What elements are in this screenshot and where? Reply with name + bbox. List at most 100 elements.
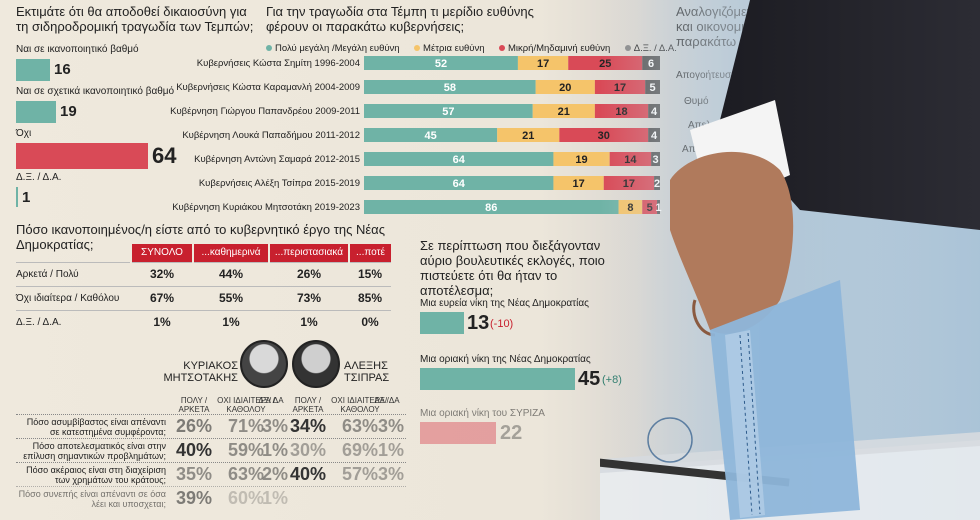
election-label-0: Μια ευρεία νίκη της Νέας Δημοκρατίας [420, 298, 589, 309]
category-label: Κυβέρνηση Αντώνη Σαμαρά 2012-2015 [194, 154, 360, 165]
satisfaction-cell: 67% [131, 285, 193, 310]
bar-segment [364, 80, 536, 94]
leader2-avatar [292, 340, 340, 388]
leaders-row: Πόσο συνεπής είναι απέναντι σε όσα λέει … [16, 486, 406, 514]
panel-responsibility-title: Για την τραγωδία στα Τέμπη τι μερίδιο ευ… [266, 4, 534, 34]
justice-label-3: Δ.Ξ. / Δ.Α. [16, 172, 62, 183]
justice-label-1: Ναι σε σχετικά ικανοποιητικό βαθμό [16, 86, 175, 97]
feeling-item-1: Θυμό [684, 96, 709, 107]
leaders-row: Πόσο αποτελεσματικός είναι στην επίλυση … [16, 438, 406, 462]
feeling-bar-1 [742, 90, 802, 110]
bar-value-label: 64 [453, 154, 466, 166]
legend-label-0: Πολύ μεγάλη /Μεγάλη ευθύνη [275, 43, 400, 54]
bar-value-label: 5 [647, 202, 653, 214]
bar-value-label: 17 [537, 58, 549, 70]
leaders-value: 63% [341, 416, 379, 436]
bar-segment [497, 128, 560, 142]
bar-segment [553, 176, 604, 190]
panel-election-title: Σε περίπτωση που διεξάγονταν αύριο βουλε… [420, 238, 605, 298]
leaders-value: 2% [261, 464, 288, 484]
category-label: Κυβέρνηση Γιώργου Παπανδρέου 2009-2011 [170, 106, 360, 117]
category-label: Κυβέρνηση Λουκά Παπαδήμου 2011-2012 [182, 130, 360, 141]
justice-bar-0 [16, 59, 50, 81]
satisfaction-cell: 1% [193, 309, 269, 334]
election-value-1: 45 [578, 368, 601, 390]
bar-value-label: 5 [650, 82, 656, 94]
bar-value-label: 6 [648, 58, 654, 70]
leaders-value: 71% [227, 416, 265, 436]
bar-segment [364, 128, 498, 142]
leader2-name: ΑΛΕΞΗΣ ΤΣΙΠΡΑΣ [344, 360, 390, 384]
bar-value-label: 57 [442, 106, 454, 118]
bar-segment [535, 80, 595, 94]
bar-segment [364, 56, 518, 70]
leaders-value: 3% [377, 416, 404, 436]
justice-value-1: 19 [60, 103, 77, 120]
satisfaction-row-label: Δ.Ξ. / Δ.Α. [16, 309, 131, 334]
feeling-item-2: Απελπ [688, 120, 718, 131]
bar-value-label: 21 [522, 130, 534, 142]
justice-label-2: Όχι [16, 128, 32, 139]
leaders-value: 60% [227, 488, 265, 508]
justice-value-3: 1 [22, 189, 31, 206]
bar-segment [553, 152, 610, 166]
satisfaction-cell: 44% [193, 261, 269, 286]
category-label: Κυβερνήσεις Αλέξη Τσίπρα 2015-2019 [199, 178, 360, 189]
feeling-item-3: Αποστροφ [682, 144, 729, 155]
legend-item-1: Μέτρια ευθύνη [414, 43, 485, 54]
justice-value-2: 64 [152, 143, 177, 168]
bar-segment [364, 176, 554, 190]
bar-value-label: 64 [453, 178, 466, 190]
bar-value-label: 17 [614, 82, 626, 94]
satisfaction-row-label: Αρκετά / Πολύ [16, 261, 131, 286]
col-header-t0: ΠΟΛΥ / ΑΡΚΕΤΑ [292, 396, 324, 414]
leaders-value: 1% [377, 440, 404, 460]
justice-bar-2 [16, 143, 148, 169]
leaders-value: 3% [377, 464, 404, 484]
legend-item-0: Πολύ μεγάλη /Μεγάλη ευθύνη [266, 43, 400, 54]
bar-segment [364, 200, 619, 214]
col-header-m1: ΟΧΙ ΙΔΙΑΙΤΕΡΑ / ΚΑΘΟΛΟΥ [217, 396, 275, 414]
panel-leaders: ΚΥΡΙΑΚΟΣ ΜΗΤΣΟΤΑΚΗΣ ΑΛΕΞΗΣ ΤΣΙΠΡΑΣ ΠΟΛΥ … [16, 340, 406, 520]
bar-value-label: 52 [435, 58, 447, 70]
leaders-row: Πόσο ακέραιος είναι στη διαχείριση των χ… [16, 462, 406, 486]
bar-value-label: 21 [558, 106, 570, 118]
leaders-row: Πόσο ασυμβίβαστος είναι απέναντι σε κατε… [16, 414, 406, 438]
panel-justice: Εκτιμάτε ότι θα αποδοθεί δικαιοσύνη για … [16, 4, 256, 214]
leader1-avatar [240, 340, 288, 388]
leaders-value: 40% [175, 440, 213, 460]
bar-value-label: 30 [598, 130, 610, 142]
bar-value-label: 25 [599, 58, 611, 70]
leaders-question: Πόσο αποτελεσματικός είναι στην επίλυση … [23, 441, 166, 461]
feeling-item-0: Απογοήτευση [676, 70, 737, 81]
bar-value-label: 45 [424, 130, 436, 142]
feelings-title-2: και οικονομική κατάστ [676, 19, 801, 34]
bar-value-label: 86 [485, 202, 497, 214]
satisfaction-cell: 55% [193, 285, 269, 310]
leaders-value: 39% [175, 488, 213, 508]
bar-value-label: 2 [654, 178, 660, 190]
leaders-value: 34% [289, 416, 327, 436]
satisfaction-cell: 73% [269, 285, 349, 310]
satisfaction-cell: 85% [349, 285, 391, 310]
election-change-0: (-10) [490, 318, 514, 330]
feeling-bar-0 [742, 64, 822, 84]
bar-segment [532, 104, 595, 118]
bar-value-label: 1 [655, 202, 661, 214]
satisfaction-header-0: ΣΥΝΟΛΟ [130, 244, 193, 262]
bar-value-label: 3 [652, 154, 658, 166]
satisfaction-cell: 32% [131, 261, 193, 286]
feelings-title-1: Αναλογιζόμενος/η τι απ [676, 4, 810, 19]
bar-value-label: 14 [624, 154, 637, 166]
feelings-title-3: παρακάτω συναισθήματ [676, 34, 815, 49]
satisfaction-cell: 0% [349, 309, 391, 334]
leaders-question: Πόσο ακέραιος είναι στη διαχείριση των χ… [26, 465, 166, 485]
leaders-value: 40% [289, 464, 327, 484]
justice-bar-3 [16, 187, 18, 207]
col-header-m2: ΔΞ/ ΔΑ [258, 396, 284, 405]
category-label: Κυβερνήσεις Κώστα Σημίτη 1996-2004 [197, 58, 360, 69]
leaders-value: 26% [175, 416, 213, 436]
election-label-1: Μια οριακή νίκη της Νέας Δημοκρατίας [420, 354, 591, 365]
panel-responsibility: Για την τραγωδία στα Τέμπη τι μερίδιο ευ… [266, 4, 677, 214]
bar-value-label: 58 [444, 82, 456, 94]
